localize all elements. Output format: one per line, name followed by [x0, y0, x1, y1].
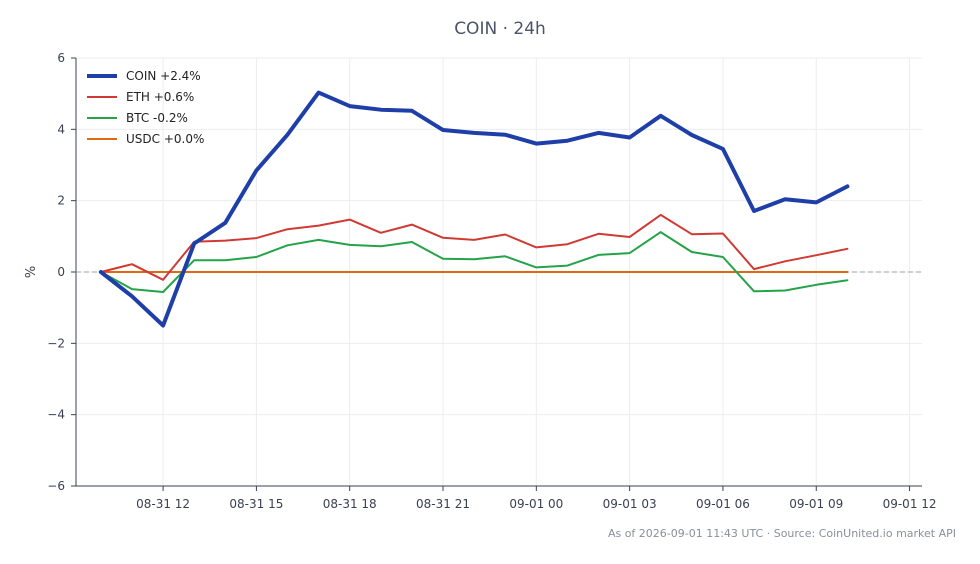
y-tick-label: −6 [47, 479, 65, 493]
source-footer: As of 2026-09-01 11:43 UTC · Source: Coi… [607, 527, 956, 540]
y-tick-label: −4 [47, 408, 65, 422]
x-tick-label: 08-31 15 [229, 497, 283, 511]
legend-label: BTC -0.2% [126, 111, 188, 125]
x-tick-label: 09-01 00 [509, 497, 563, 511]
legend-label: COIN +2.4% [126, 69, 201, 83]
legend-label: USDC +0.0% [126, 132, 204, 146]
series-line-btc [99, 231, 849, 293]
y-tick-label: −2 [47, 336, 65, 350]
x-tick-label: 08-31 18 [323, 497, 377, 511]
x-tick-label: 08-31 21 [416, 497, 470, 511]
y-tick-label: 6 [57, 51, 65, 65]
legend-label: ETH +0.6% [126, 90, 194, 104]
x-tick-label: 09-01 09 [789, 497, 843, 511]
y-tick-label: 4 [57, 122, 65, 136]
y-axis-label: % [24, 266, 39, 278]
y-tick-label: 0 [57, 265, 65, 279]
x-tick-label: 09-01 03 [603, 497, 657, 511]
x-tick-label: 08-31 12 [136, 497, 190, 511]
series-line-coin [98, 90, 850, 328]
x-tick-label: 09-01 06 [696, 497, 750, 511]
y-tick-label: 2 [57, 194, 65, 208]
series-line-eth [99, 213, 849, 281]
x-tick-label: 09-01 12 [883, 497, 937, 511]
chart-title: COIN · 24h [454, 19, 546, 39]
